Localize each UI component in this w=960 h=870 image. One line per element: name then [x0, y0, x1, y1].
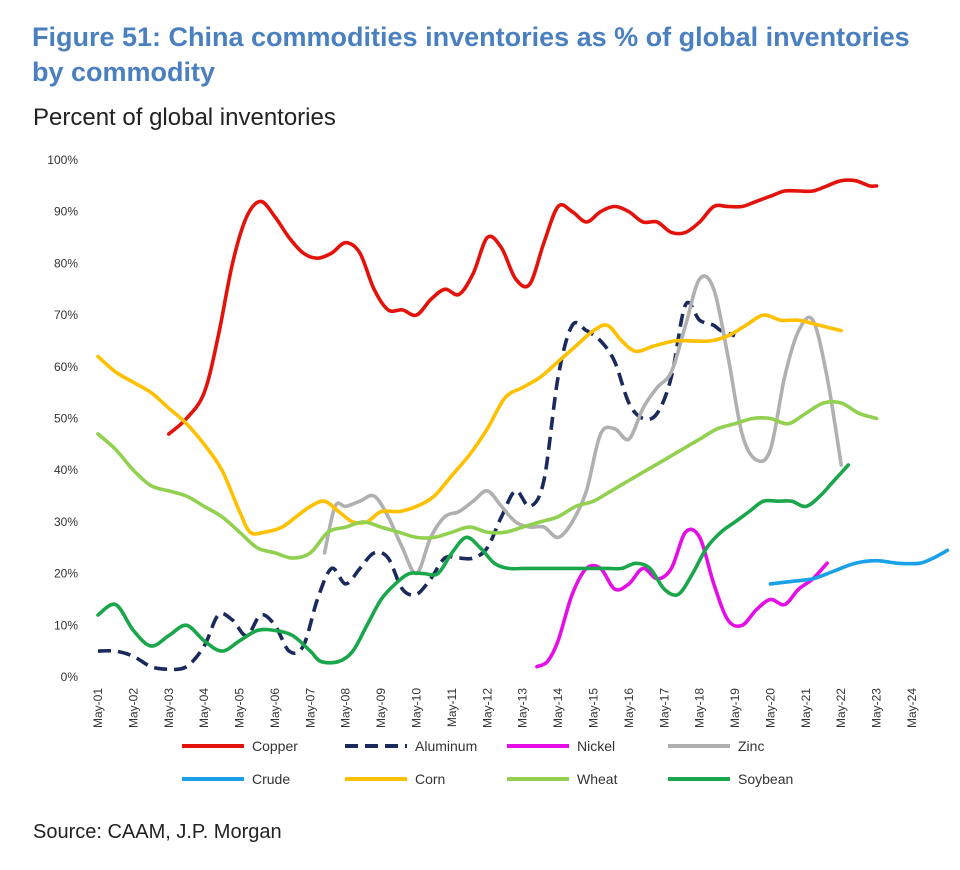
x-tick-label: May-09 — [374, 688, 388, 728]
series-line-zinc — [322, 274, 843, 576]
x-tick-label: May-24 — [905, 688, 919, 728]
chart-title: Figure 51: China commodities inventories… — [32, 22, 910, 87]
series-line-aluminum — [97, 300, 736, 672]
y-tick-label: 80% — [54, 256, 78, 270]
legend-label-nickel: Nickel — [577, 738, 615, 754]
x-tick-label: May-19 — [728, 688, 742, 728]
y-tick-label: 40% — [54, 463, 78, 477]
x-tick-label: May-20 — [763, 688, 777, 728]
y-tick-label: 100% — [47, 153, 78, 167]
x-tick-label: May-01 — [91, 688, 105, 728]
series-line-crude — [768, 548, 950, 586]
y-tick-label: 60% — [54, 360, 78, 374]
y-tick-label: 70% — [54, 308, 78, 322]
x-tick-label: May-18 — [693, 688, 707, 728]
legend-label-copper: Copper — [252, 738, 298, 754]
x-tick-label: May-21 — [799, 688, 813, 728]
chart-subtitle: Percent of global inventories — [33, 104, 336, 131]
series-line-copper — [167, 178, 879, 436]
legend-label-crude: Crude — [252, 771, 290, 787]
x-tick-label: May-03 — [162, 688, 176, 728]
y-tick-label: 90% — [54, 205, 78, 219]
x-tick-label: May-12 — [480, 688, 494, 728]
legend-label-zinc: Zinc — [738, 738, 764, 754]
legend-label-wheat: Wheat — [577, 771, 618, 787]
x-tick-label: May-17 — [657, 688, 671, 728]
series-line-wheat — [96, 399, 879, 560]
series-line-soybean — [96, 463, 851, 665]
x-tick-label: May-15 — [586, 688, 600, 728]
x-tick-label: May-10 — [410, 688, 424, 728]
legend-label-corn: Corn — [415, 771, 445, 787]
x-tick-label: May-22 — [834, 688, 848, 728]
x-tick-label: May-16 — [622, 688, 636, 728]
legend-label-aluminum: Aluminum — [415, 738, 477, 754]
y-tick-label: 20% — [54, 567, 78, 581]
x-tick-label: May-13 — [516, 688, 530, 728]
series-line-nickel — [535, 527, 829, 669]
legend-label-soybean: Soybean — [738, 771, 793, 787]
y-tick-label: 10% — [54, 618, 78, 632]
chart-source: Source: CAAM, J.P. Morgan — [33, 821, 282, 843]
x-tick-label: May-05 — [233, 688, 247, 728]
y-tick-label: 0% — [61, 670, 79, 684]
x-tick-label: May-06 — [268, 688, 282, 728]
y-tick-label: 50% — [54, 412, 78, 426]
y-tick-label: 30% — [54, 515, 78, 529]
series-line-corn — [96, 313, 843, 536]
x-tick-label: May-08 — [339, 688, 353, 728]
x-tick-label: May-23 — [870, 688, 884, 728]
x-tick-label: May-04 — [197, 688, 211, 728]
x-tick-label: May-11 — [445, 688, 459, 727]
x-tick-label: May-07 — [303, 688, 317, 728]
x-tick-label: May-14 — [551, 688, 565, 728]
x-tick-label: May-02 — [126, 688, 140, 728]
